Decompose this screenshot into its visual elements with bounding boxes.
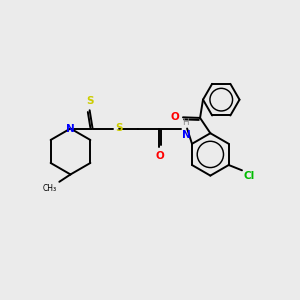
Text: N: N [182, 130, 190, 140]
Text: CH₃: CH₃ [43, 184, 57, 193]
Text: S: S [116, 123, 123, 133]
Text: H: H [182, 118, 188, 127]
Text: O: O [171, 112, 179, 122]
Text: S: S [86, 96, 93, 106]
Text: Cl: Cl [243, 172, 254, 182]
Text: N: N [66, 124, 75, 134]
Text: O: O [155, 151, 164, 160]
